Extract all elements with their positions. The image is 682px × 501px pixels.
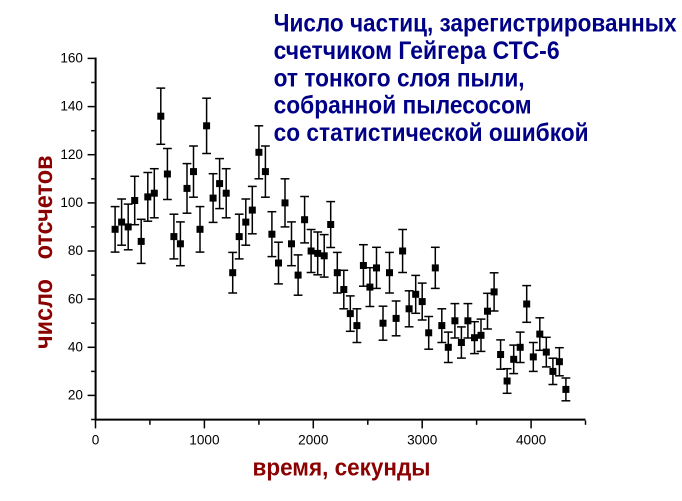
svg-text:100: 100 [60, 195, 83, 210]
svg-text:3000: 3000 [407, 432, 438, 447]
svg-text:со статистической ошибкой: со статистической ошибкой [274, 119, 589, 147]
svg-text:20: 20 [68, 388, 84, 403]
svg-text:0: 0 [92, 432, 100, 447]
svg-text:Число частиц, зарегистрированн: Число частиц, зарегистрированных [274, 10, 677, 38]
svg-text:60: 60 [68, 291, 84, 306]
svg-text:120: 120 [60, 147, 83, 162]
svg-text:160: 160 [60, 51, 83, 66]
svg-text:40: 40 [68, 339, 84, 354]
svg-text:140: 140 [60, 99, 83, 114]
svg-text:80: 80 [68, 243, 84, 258]
svg-text:1000: 1000 [189, 432, 220, 447]
svg-text:4000: 4000 [516, 432, 547, 447]
svg-text:2000: 2000 [298, 432, 329, 447]
svg-text:число: число [28, 279, 58, 349]
svg-text:счетчиком Гейгера СТС-6: счетчиком Гейгера СТС-6 [274, 37, 560, 65]
svg-text:отсчетов: отсчетов [28, 155, 58, 259]
svg-text:собранной пылесосом: собранной пылесосом [274, 92, 532, 120]
svg-text:время, секунды: время, секунды [253, 454, 431, 481]
svg-text:от тонкого слоя пыли,: от тонкого слоя пыли, [274, 64, 525, 92]
